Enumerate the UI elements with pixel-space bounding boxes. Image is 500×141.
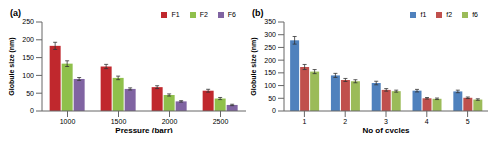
svg-text:Globule size (nm): Globule size (nm): [250, 37, 258, 95]
html-text:f2: f2: [446, 11, 453, 18]
svg-text:150: 150: [264, 69, 276, 76]
svg-text:No of cycles: No of cycles: [362, 126, 410, 133]
svg-text:2: 2: [343, 118, 347, 125]
svg-text:100: 100: [264, 82, 276, 89]
svg-text:50: 50: [26, 90, 34, 97]
svg-text:100: 100: [22, 72, 34, 79]
svg-text:5: 5: [466, 118, 470, 125]
svg-text:300: 300: [264, 31, 276, 38]
svg-text:Pressure (barr): Pressure (barr): [115, 126, 173, 133]
svg-text:0: 0: [272, 107, 276, 114]
svg-text:0: 0: [30, 107, 34, 114]
svg-text:2500: 2500: [213, 118, 229, 125]
html-text:F1: F1: [171, 11, 180, 18]
svg-text:200: 200: [264, 57, 276, 64]
svg-text:2000: 2000: [162, 118, 178, 125]
svg-text:250: 250: [22, 18, 34, 25]
html-text:(a): (a): [10, 8, 21, 18]
svg-text:1500: 1500: [111, 118, 127, 125]
html-text:F2: F2: [199, 11, 208, 18]
html-text:f6: f6: [472, 11, 478, 18]
svg-text:350: 350: [264, 18, 276, 25]
svg-text:1000: 1000: [60, 118, 76, 125]
svg-text:200: 200: [22, 36, 34, 43]
svg-text:150: 150: [22, 54, 34, 61]
svg-text:4: 4: [425, 118, 429, 125]
svg-text:3: 3: [384, 118, 388, 125]
html-text:f1: f1: [420, 11, 427, 18]
svg-text:50: 50: [268, 95, 276, 102]
svg-text:250: 250: [264, 44, 276, 51]
html-text:F6: F6: [227, 11, 236, 18]
html-text:(b): (b): [252, 8, 264, 18]
svg-text:Globule size (nm): Globule size (nm): [8, 37, 16, 95]
svg-text:1: 1: [302, 118, 306, 125]
